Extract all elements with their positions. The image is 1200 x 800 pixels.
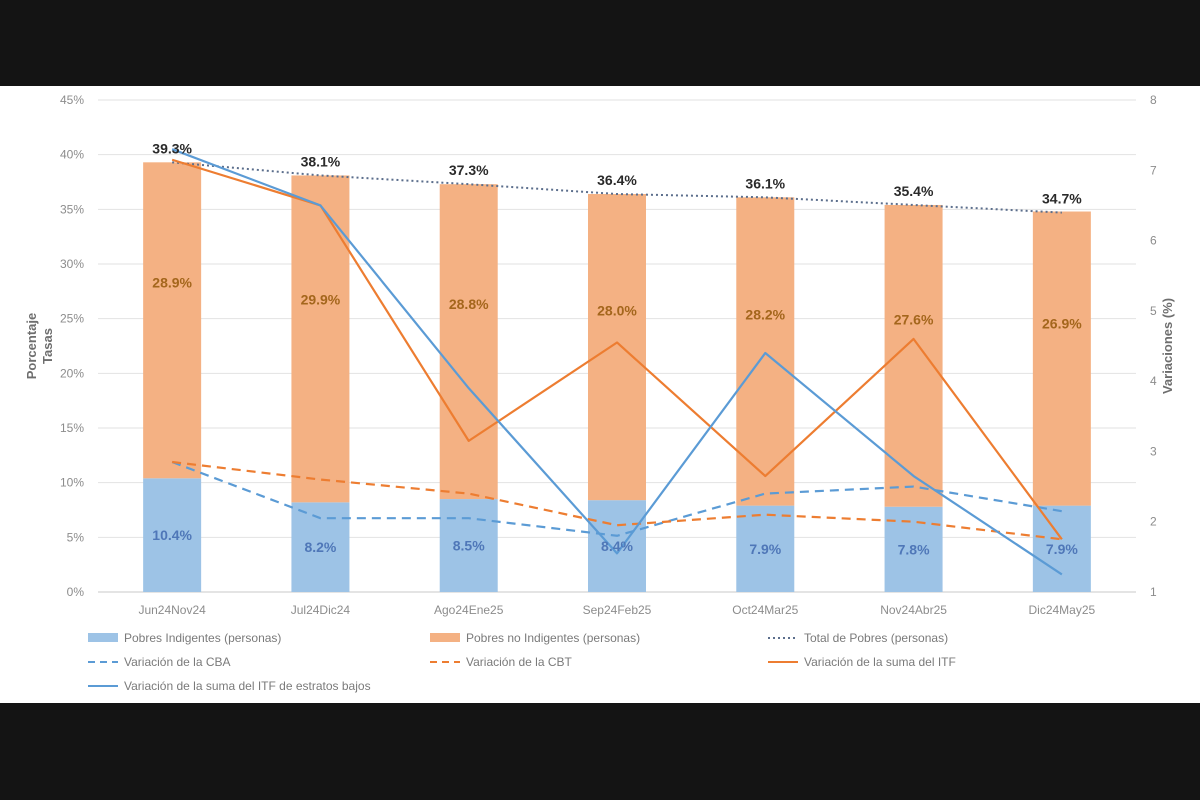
label-pobres-no-indigentes: 28.2% xyxy=(745,306,785,322)
y-right-tick-label: 8 xyxy=(1150,93,1157,107)
y-right-tick-label: 5 xyxy=(1150,304,1157,318)
legend-pobres-no-indigentes-personas-swatch xyxy=(430,633,460,642)
y-left-tick-label: 35% xyxy=(60,202,84,216)
x-tick-label: Sep24Feb25 xyxy=(583,603,652,617)
y-right-tick-label: 7 xyxy=(1150,163,1157,177)
y-left-tick-label: 15% xyxy=(60,421,84,435)
y-right-tick-label: 2 xyxy=(1150,515,1157,529)
bar-pobres-indigentes-personas xyxy=(1032,505,1091,592)
y-right-axis-title: Variaciones (%) xyxy=(1160,298,1175,394)
label-pobres-indigentes: 7.9% xyxy=(1046,541,1078,557)
legend-pobres-indigentes-personas-label: Pobres Indigentes (personas) xyxy=(124,631,281,645)
label-pobres-indigentes: 10.4% xyxy=(152,527,192,543)
bar-pobres-indigentes-personas xyxy=(736,505,795,592)
bar-pobres-no-indigentes-personas xyxy=(884,204,943,507)
label-total-de-pobres: 35.4% xyxy=(894,183,934,199)
legend-pobres-no-indigentes-personas-label: Pobres no Indigentes (personas) xyxy=(466,631,640,645)
label-total-de-pobres: 37.3% xyxy=(449,162,489,178)
y-left-tick-label: 20% xyxy=(60,366,84,380)
axes: 0% 5% 10% 15% 20% 25% 30% 35% 40% 45% 1 2 3 4 5 6 7 8 Porc… xyxy=(24,93,1175,617)
y-left-axis-title: PorcentajeTasas xyxy=(24,313,55,379)
bar-pobres-indigentes-personas xyxy=(439,499,498,592)
y-left-tick-label: 40% xyxy=(60,148,84,162)
y-right-tick-label: 3 xyxy=(1150,444,1157,458)
legend: Pobres Indigentes (personas) Pobres no In… xyxy=(88,631,956,693)
line-variacion-de-la-cba xyxy=(171,460,1063,537)
y-right-tick-label: 6 xyxy=(1150,234,1157,248)
legend-variacion-de-la-cbt-label: Variación de la CBT xyxy=(466,655,572,669)
legend-variacion-de-la-suma-del-itf-de-estratos-bajos-label: Variación de la suma del ITF de estratos… xyxy=(124,679,371,693)
bar-pobres-no-indigentes-personas xyxy=(736,197,795,506)
label-pobres-no-indigentes: 28.0% xyxy=(597,302,637,318)
label-pobres-indigentes: 7.8% xyxy=(898,541,930,557)
x-tick-label: Oct24Mar25 xyxy=(732,603,798,617)
label-pobres-indigentes: 8.4% xyxy=(601,538,633,554)
label-total-de-pobres: 38.1% xyxy=(301,153,341,169)
y-left-tick-label: 10% xyxy=(60,476,84,490)
x-tick-label: Jun24Nov24 xyxy=(138,603,206,617)
label-pobres-no-indigentes: 26.9% xyxy=(1042,315,1082,331)
legend-variacion-de-la-suma-del-itf-label: Variación de la suma del ITF xyxy=(804,655,956,669)
bar-pobres-no-indigentes-personas xyxy=(588,194,646,501)
label-pobres-indigentes: 8.5% xyxy=(453,538,485,554)
bar-pobres-no-indigentes-personas xyxy=(439,184,498,500)
x-tick-label: Nov24Abr25 xyxy=(880,603,947,617)
label-pobres-no-indigentes: 27.6% xyxy=(894,312,934,328)
y-left-tick-label: 25% xyxy=(60,312,84,326)
legend-variacion-de-la-cba-label: Variación de la CBA xyxy=(124,655,231,669)
label-pobres-no-indigentes: 28.8% xyxy=(449,296,489,312)
label-pobres-no-indigentes: 29.9% xyxy=(301,292,341,308)
line-variacion-de-la-suma-del-itf-de-estratos-bajos xyxy=(171,148,1063,576)
y-left-tick-label: 5% xyxy=(67,530,85,544)
poverty-combo-chart: 10.4%28.9%39.3%8.2%29.9%38.1%8.5%28.8%37… xyxy=(24,93,1175,693)
x-tick-label: Ago24Ene25 xyxy=(434,603,504,617)
label-pobres-no-indigentes: 28.9% xyxy=(152,274,192,290)
bar-series xyxy=(143,162,1091,592)
y-right-tick-label: 1 xyxy=(1150,585,1157,599)
data-labels: 10.4% 28.9% 39.3% 8.2% 29.9% 38.1% 8.5% 28.8% 37… xyxy=(152,140,1082,557)
y-left-tick-label: 30% xyxy=(60,257,84,271)
label-pobres-indigentes: 7.9% xyxy=(749,541,781,557)
y-left-tick-label: 0% xyxy=(67,585,85,599)
legend-total-de-pobres-personas-label: Total de Pobres (personas) xyxy=(804,631,948,645)
chart-panel: 10.4% 28.9% 39.3% 8.2% 29.9% 38.1% 8.5% 28.8% 37… xyxy=(0,86,1200,703)
x-tick-label: Jul24Dic24 xyxy=(291,603,351,617)
y-left-tick-label: 45% xyxy=(60,93,84,107)
bar-pobres-no-indigentes-personas xyxy=(291,175,350,503)
bar-pobres-indigentes-personas xyxy=(588,500,646,592)
label-total-de-pobres: 36.1% xyxy=(745,175,785,191)
label-total-de-pobres: 36.4% xyxy=(597,172,637,188)
label-total-de-pobres: 39.3% xyxy=(152,140,192,156)
line-total-de-pobres xyxy=(172,161,1062,214)
line-series xyxy=(171,148,1063,576)
bar-pobres-indigentes-personas xyxy=(143,478,202,592)
y-right-tick-label: 4 xyxy=(1150,374,1157,388)
legend-pobres-indigentes-personas-swatch xyxy=(88,633,118,642)
bar-pobres-no-indigentes-personas xyxy=(143,162,202,479)
x-tick-label: Dic24May25 xyxy=(1029,603,1096,617)
label-total-de-pobres: 34.7% xyxy=(1042,191,1082,207)
bar-pobres-no-indigentes-personas xyxy=(1032,211,1091,506)
label-pobres-indigentes: 8.2% xyxy=(304,539,336,555)
